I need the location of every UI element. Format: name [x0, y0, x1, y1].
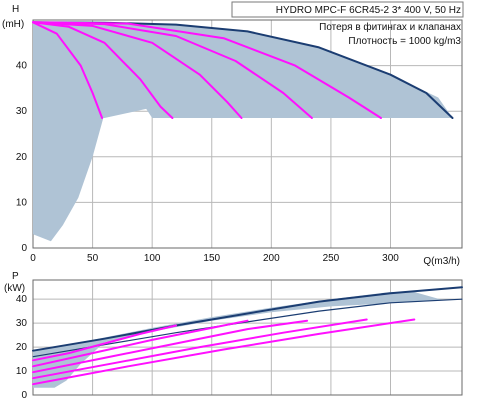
flow-axis-label: Q(m3/h) — [423, 256, 460, 267]
head-x-tick-label-3: 150 — [203, 253, 220, 264]
head-x-tick-label-4: 200 — [263, 253, 280, 264]
head-y-tick-label-3: 30 — [16, 106, 28, 117]
loss-note: Потеря в фитингах и клапанах — [319, 21, 461, 33]
power-axis-unit: (kW) — [4, 283, 25, 294]
power-pump-curve-3 — [32, 319, 309, 374]
head-operating-range — [33, 22, 453, 242]
head-axis-label: H — [12, 4, 19, 15]
power-chart-ticks: 0 10 20 30 40 — [16, 294, 28, 400]
power-middle-curve — [32, 298, 463, 358]
head-x-tick-label-5: 250 — [323, 253, 340, 264]
head-y-tick-label-1: 10 — [16, 197, 28, 208]
head-chart-plot — [32, 21, 454, 242]
head-chart-ticks: 0 50 100 150 200 250 300 0 10 20 30 40 — [16, 61, 399, 264]
chart-title: HYDRO MPC-F 6CR45-2 3* 400 V, 50 Hz — [276, 5, 461, 16]
power-plot-frame — [32, 279, 463, 396]
power-chart-plot — [32, 286, 463, 388]
power-y-tick-label-2: 20 — [16, 342, 28, 353]
power-pump-curve-1 — [32, 324, 177, 362]
power-y-tick-label-3: 30 — [16, 318, 28, 329]
power-upper-curve — [32, 286, 463, 352]
power-pump-curve-5 — [32, 318, 416, 386]
head-pump-curve-5 — [32, 21, 382, 119]
power-y-tick-label-1: 10 — [16, 366, 28, 377]
head-pump-curve-3 — [32, 21, 243, 119]
power-pump-curve-4 — [32, 318, 368, 380]
head-x-tick-label-0: 0 — [30, 253, 36, 264]
head-pump-curve-2 — [32, 21, 174, 119]
density-note: Плотность = 1000 kg/m3 — [348, 36, 461, 47]
head-x-tick-label-2: 100 — [144, 253, 161, 264]
title-box — [231, 1, 464, 18]
power-y-tick-label-4: 40 — [16, 294, 28, 305]
head-axis-unit: (mH) — [2, 19, 24, 30]
head-y-tick-label-2: 20 — [16, 152, 28, 163]
power-y-tick-label-0: 0 — [21, 390, 27, 400]
head-y-tick-label-4: 40 — [16, 61, 28, 72]
head-x-tick-label-6: 300 — [382, 253, 399, 264]
head-pump-curve-1 — [32, 21, 104, 119]
power-pump-curve-2 — [32, 319, 249, 368]
chart-labels: H (mH) Q(m3/h) P (kW) HYDRO MPC-F 6CR45-… — [2, 1, 464, 294]
power-axis-label: P — [12, 271, 19, 282]
head-y-tick-label-0: 0 — [21, 243, 27, 254]
head-x-tick-label-1: 50 — [87, 253, 99, 264]
